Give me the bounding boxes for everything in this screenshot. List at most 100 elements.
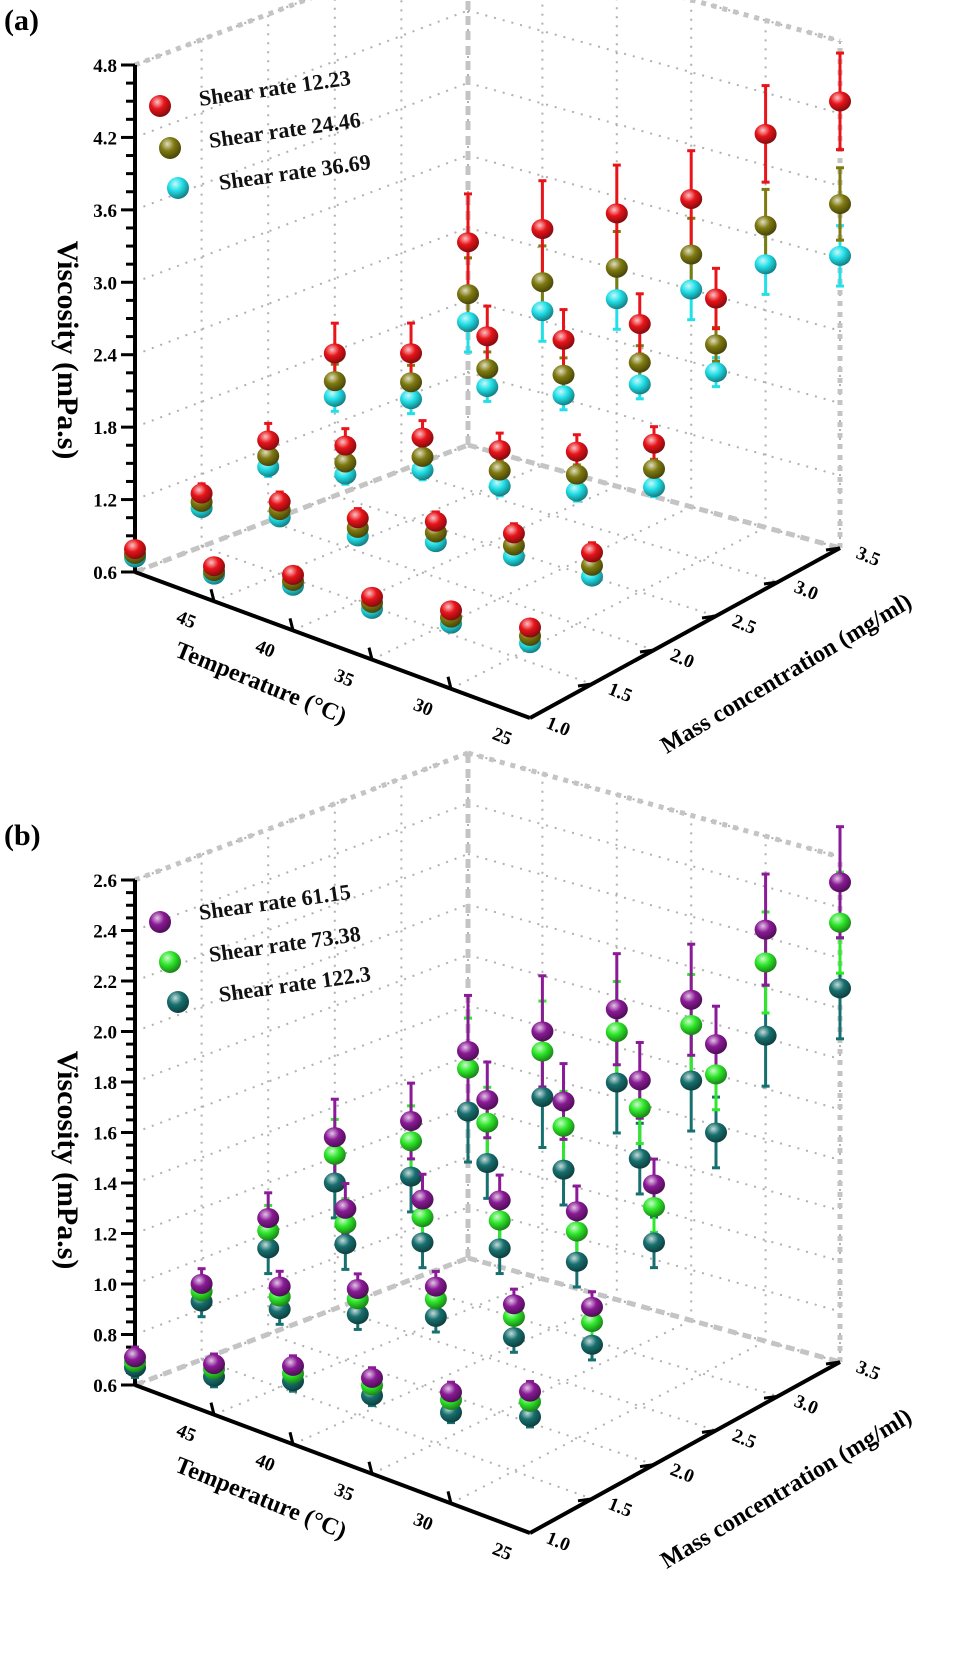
gridline-left-wall bbox=[134, 226, 469, 356]
concentration-axis-title-b: Mass concentration (mg/ml) bbox=[656, 1404, 916, 1575]
data-point-sphere bbox=[531, 1021, 554, 1042]
legend-label: Shear rate 73.38 bbox=[207, 921, 362, 967]
box-edge bbox=[467, 442, 841, 551]
concentration-tick-label: 2.5 bbox=[729, 1425, 759, 1453]
data-point-group bbox=[476, 1060, 499, 1200]
gridline-floor bbox=[450, 1340, 767, 1505]
data-point-group bbox=[257, 421, 280, 479]
box-edge bbox=[467, 1255, 841, 1365]
data-point-sphere bbox=[268, 491, 291, 512]
data-point-group bbox=[203, 556, 225, 585]
data-point-group bbox=[424, 1269, 447, 1334]
concentration-tick bbox=[639, 1463, 655, 1469]
data-point-group bbox=[124, 1345, 146, 1379]
gridline-floor bbox=[467, 1257, 841, 1363]
temperature-tick-label: 25 bbox=[489, 724, 514, 751]
data-point-sphere bbox=[411, 1207, 434, 1228]
data-point-sphere bbox=[400, 1131, 423, 1152]
data-point-group bbox=[829, 825, 851, 1041]
gridline-floor bbox=[450, 526, 767, 690]
data-point-sphere bbox=[628, 374, 651, 395]
box-edge bbox=[134, 0, 313, 68]
gridline-back-wall bbox=[467, 1105, 841, 1212]
data-point-group bbox=[705, 266, 727, 389]
data-point-group bbox=[440, 600, 462, 634]
data-point-sphere bbox=[257, 446, 280, 467]
legend-b: Shear rate 61.15 Shear rate 73.38 Shear … bbox=[197, 879, 372, 1007]
gridline-back-wall bbox=[467, 371, 841, 477]
data-point-sphere bbox=[502, 1327, 525, 1348]
data-point-sphere bbox=[829, 193, 851, 214]
data-point-sphere bbox=[754, 215, 777, 236]
data-point-sphere bbox=[552, 385, 575, 406]
data-point-sphere bbox=[400, 372, 423, 393]
y-tick-label: 4.2 bbox=[93, 128, 117, 149]
data-point-sphere bbox=[680, 244, 703, 265]
data-point-group bbox=[565, 1184, 588, 1289]
gridline-left-wall bbox=[134, 299, 469, 429]
data-point-group bbox=[190, 1267, 213, 1319]
concentration-axis bbox=[529, 546, 841, 720]
concentration-tick bbox=[639, 648, 655, 654]
panel-label-a: (a) bbox=[4, 4, 39, 37]
temperature-axis bbox=[134, 570, 531, 720]
y-tick-label: 0.6 bbox=[93, 563, 117, 584]
data-point-group bbox=[643, 425, 665, 499]
concentration-tick-label: 2.0 bbox=[667, 645, 697, 673]
concentration-tick-label: 3.5 bbox=[853, 1357, 883, 1385]
gridline-back-wall bbox=[467, 752, 841, 858]
legend-a: Shear rate 12.23 Shear rate 24.46 Shear … bbox=[197, 65, 372, 195]
data-point-sphere bbox=[531, 272, 554, 293]
data-point-sphere bbox=[531, 1041, 554, 1062]
data-point-group bbox=[628, 1040, 651, 1196]
data-point-sphere bbox=[346, 1279, 369, 1300]
data-point-group bbox=[829, 51, 851, 288]
data-point-group bbox=[476, 304, 499, 403]
data-point-sphere bbox=[605, 289, 628, 310]
data-point-sphere bbox=[476, 1112, 499, 1133]
temperature-tick bbox=[209, 1402, 216, 1415]
data-point-sphere bbox=[705, 1064, 727, 1085]
data-point-group bbox=[457, 192, 479, 354]
data-point-sphere bbox=[628, 313, 651, 334]
data-point-sphere bbox=[476, 1153, 499, 1174]
data-point-sphere bbox=[581, 1296, 603, 1317]
data-point-group bbox=[457, 993, 479, 1164]
data-point-sphere bbox=[424, 1306, 447, 1327]
temperature-tick-label: 45 bbox=[173, 607, 198, 634]
data-point-group bbox=[282, 1354, 304, 1393]
data-point-sphere bbox=[754, 123, 777, 144]
data-point-group bbox=[552, 308, 575, 412]
concentration-tick-label: 2.0 bbox=[667, 1459, 697, 1487]
y-tick-label: 2.4 bbox=[93, 346, 117, 367]
temperature-tick-label: 30 bbox=[410, 1509, 435, 1536]
y-tick-label: 1.2 bbox=[93, 1225, 117, 1246]
data-point-sphere bbox=[829, 872, 851, 893]
data-point-sphere bbox=[323, 386, 346, 407]
data-point-sphere bbox=[476, 326, 499, 347]
data-point-sphere bbox=[754, 1025, 777, 1046]
data-point-sphere bbox=[502, 523, 525, 544]
data-point-sphere bbox=[581, 1334, 603, 1355]
data-point-sphere bbox=[457, 232, 479, 253]
data-point-sphere bbox=[552, 329, 575, 350]
data-point-group bbox=[754, 872, 777, 1088]
legend-label: Shear rate 36.69 bbox=[217, 149, 372, 195]
data-point-sphere bbox=[124, 1347, 146, 1368]
concentration-tick-label: 1.5 bbox=[605, 679, 635, 707]
data-point-sphere bbox=[203, 556, 225, 577]
data-point-sphere bbox=[457, 1040, 479, 1061]
data-point-sphere bbox=[829, 245, 851, 266]
data-point-sphere bbox=[282, 1355, 304, 1376]
gridline-back-wall bbox=[467, 802, 841, 909]
temperature-tick-label: 30 bbox=[410, 694, 435, 721]
data-point-group bbox=[565, 433, 588, 503]
data-point-sphere bbox=[605, 257, 628, 278]
data-point-group bbox=[680, 942, 703, 1133]
data-point-sphere bbox=[605, 999, 628, 1020]
data-point-sphere bbox=[361, 1367, 383, 1388]
data-point-group bbox=[323, 321, 346, 413]
panel-a: (a) 0.6 1.2 1.8 2.4 3.0 3.6 4.2 4.8 45 40 35 30 25 1.… bbox=[4, 0, 917, 759]
panel-b: (b) 0.6 0.8 1.0 1.2 1.4 1.6 1.8 2.0 2.2 2.4 2.6 45 4… bbox=[4, 750, 917, 1575]
